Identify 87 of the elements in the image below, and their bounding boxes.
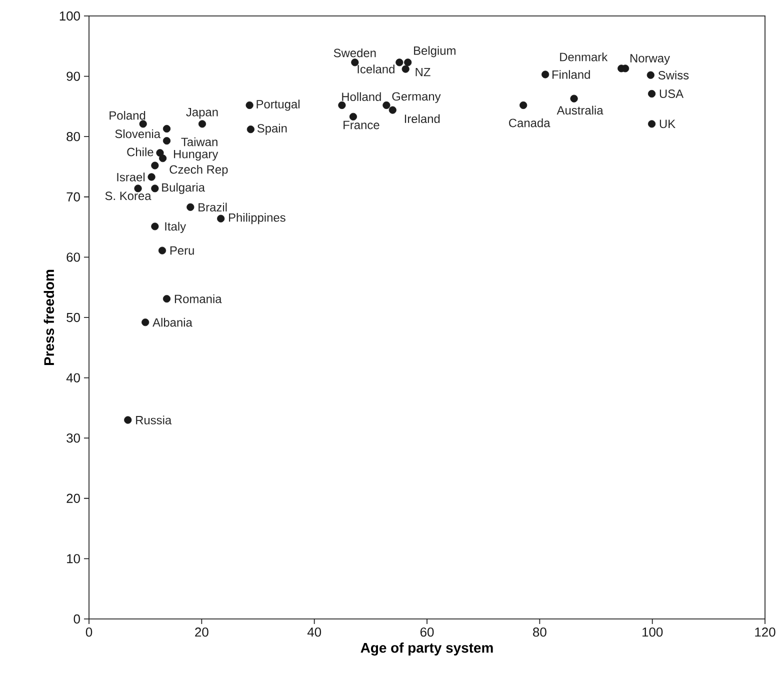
y-tick-label: 60 [66, 252, 80, 262]
annotation: Taiwan [181, 137, 218, 146]
y-axis-title: Press freedom [44, 270, 54, 365]
y-tick-label: 40 [66, 373, 80, 382]
annotation: Peru [170, 246, 194, 255]
point [338, 101, 346, 110]
annotation: Swiss [658, 70, 689, 80]
y-tick-label: 80 [66, 132, 80, 142]
annotation: Russia [136, 416, 172, 424]
x-tick-label: 100 [642, 628, 663, 637]
x-axis-title: Age of party system [360, 642, 493, 656]
annotation: Bulgaria [162, 182, 205, 194]
point [151, 222, 159, 230]
point [158, 246, 166, 254]
annotation: S. Korea [105, 192, 152, 200]
annotation: NZ [416, 68, 430, 76]
y-tick-label: 30 [66, 433, 80, 443]
point [648, 90, 656, 98]
point [246, 126, 254, 134]
point [648, 120, 656, 128]
annotation: Ireland [404, 114, 440, 124]
annotation: Holland [342, 92, 381, 102]
annotation: Spain [257, 124, 287, 135]
annotation: Canada [509, 118, 550, 128]
y-tick-label: 10 [67, 554, 80, 564]
annotation: Hungary [174, 150, 218, 161]
annotation: UK [660, 120, 676, 128]
point [148, 173, 156, 181]
x-tick-label: 120 [755, 628, 776, 637]
x-tick-label: 60 [420, 628, 434, 637]
point [162, 124, 171, 133]
annotation: Slovenia [115, 129, 161, 138]
annotation: Norway [630, 54, 670, 65]
point [151, 162, 159, 170]
point [186, 203, 194, 211]
annotation: Sweden [334, 48, 376, 58]
point [198, 120, 206, 128]
point [520, 101, 528, 110]
y-tick-label: 20 [66, 494, 80, 503]
annotation: Iceland [358, 64, 394, 74]
annotation: Czech Rep [170, 164, 228, 176]
point [142, 318, 150, 326]
y-tick-label: 70 [66, 192, 80, 202]
x-tick-label: 20 [195, 628, 208, 637]
point [382, 101, 390, 110]
point [388, 106, 396, 114]
annotation: Albania [152, 318, 192, 327]
point [646, 71, 654, 79]
annotation: Poland [110, 110, 146, 120]
annotation: Denmark [560, 52, 608, 62]
point [246, 101, 254, 110]
point [162, 294, 171, 303]
x-tick-label: 0 [86, 628, 92, 637]
point [396, 58, 404, 66]
annotation: Portugal [256, 100, 300, 111]
point [151, 184, 159, 192]
point [351, 58, 359, 66]
annotation: Belgium [414, 46, 456, 58]
x-tick-label: 80 [533, 628, 546, 637]
point [139, 120, 147, 128]
point [162, 137, 171, 145]
point [159, 154, 167, 162]
y-tick-label: 0 [74, 614, 80, 624]
annotation: Israel [117, 172, 145, 182]
x-tick-label: 40 [307, 628, 322, 637]
point [156, 149, 164, 157]
annotation: Finland [552, 70, 590, 79]
annotation: Italy [165, 222, 186, 234]
annotation: Australia [556, 106, 604, 115]
annotation: France [344, 120, 380, 130]
point [124, 416, 132, 424]
y-tick-label: 90 [66, 72, 80, 81]
annotation: Germany [392, 92, 441, 104]
annotation: Romania [174, 294, 222, 304]
annotation: Chile [127, 147, 154, 156]
point [402, 65, 410, 73]
annotation: Philippines [229, 213, 286, 224]
point [404, 58, 412, 66]
point [542, 70, 550, 78]
point [217, 214, 225, 222]
point [349, 112, 358, 120]
annotation: USA [660, 90, 684, 98]
y-tick-label: 100 [60, 11, 80, 21]
annotation: Japan [186, 108, 218, 119]
y-tick-label: 50 [66, 312, 80, 322]
annotation: Brazil [198, 202, 227, 212]
point [570, 94, 578, 102]
